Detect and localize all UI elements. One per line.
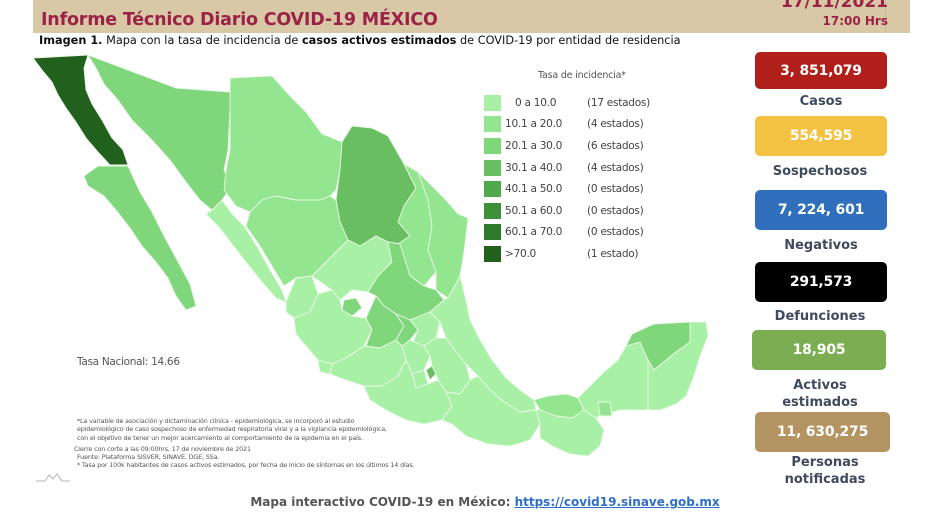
legend-item: 40.1 a 50.0 (0 estados) xyxy=(484,178,650,200)
legend-item: >70.0 (1 estado) xyxy=(484,243,650,265)
interactive-map-footer: Mapa interactivo COVID-19 en México: htt… xyxy=(0,495,940,509)
report-time: 17:00 Hrs xyxy=(822,14,888,28)
stat-casos-value: 3, 851,079 xyxy=(755,52,887,89)
legend-range: 30.1 a 40.0 xyxy=(505,161,563,174)
stat-activos-label-line-2: estimados xyxy=(782,394,858,410)
state-zacatecas xyxy=(311,235,393,301)
stat-activos-value: 18,905 xyxy=(752,330,886,370)
header-divider xyxy=(885,0,886,33)
legend-swatch xyxy=(484,94,501,111)
legend-swatch xyxy=(484,202,501,219)
state-baja-california-sur xyxy=(83,165,197,311)
legend-swatch xyxy=(484,116,501,133)
note-line: epidemiológico de caso sospechoso de enf… xyxy=(77,425,387,434)
sinave-link[interactable]: https://covid19.sinave.gob.mx xyxy=(514,495,720,509)
header-band xyxy=(33,0,910,33)
state-aguascalientes xyxy=(341,297,363,317)
stat-negativos-label: Negativos xyxy=(784,238,858,253)
legend-count: (4 estados) xyxy=(587,118,644,131)
legend-swatch xyxy=(484,137,501,154)
legend-swatch xyxy=(484,224,501,241)
legend-count: (1 estado) xyxy=(587,247,639,260)
report-date: 17/11/2021 xyxy=(780,0,888,12)
legend-range: >70.0 xyxy=(505,247,536,260)
footer-label: Mapa interactivo COVID-19 en México: xyxy=(250,495,515,509)
stat-negativos-value: 7, 224, 601 xyxy=(755,190,887,230)
note-line: Cierre con corte a las 09:00hrs, 17 de n… xyxy=(74,444,251,453)
legend-count: (0 estados) xyxy=(587,183,644,196)
legend-range: 0 a 10.0 xyxy=(515,96,557,109)
stat-personas-label-line-2: notificadas xyxy=(784,471,866,487)
state-chiapas xyxy=(535,409,605,457)
stat-activos-label: Activos estimados xyxy=(740,378,900,411)
legend-swatch xyxy=(484,181,501,198)
caption-text-1: Mapa con la tasa de incidencia de xyxy=(102,34,302,47)
national-rate: Tasa Nacional: 14.66 xyxy=(77,356,180,368)
legend-count: (0 estados) xyxy=(587,226,644,239)
note-line: * Tasa por 100k habitantes de casos acti… xyxy=(77,461,415,470)
stat-personas-label-line-1: Personas xyxy=(791,455,859,470)
stat-casos-label: Casos xyxy=(799,94,843,109)
state-tabasco-east xyxy=(597,401,613,417)
mountain-logo-icon xyxy=(36,473,70,482)
legend-swatch xyxy=(484,159,501,176)
figure-caption: Imagen 1. Mapa con la tasa de incidencia… xyxy=(39,34,681,47)
footnotes: *La variable de asociación y dictaminaci… xyxy=(74,417,415,470)
legend-item: 60.1 a 70.0 (0 estados) xyxy=(484,222,650,244)
state-campeche xyxy=(577,341,649,419)
legend-range: 60.1 a 70.0 xyxy=(505,226,563,239)
legend-range: 10.1 a 20.0 xyxy=(505,118,563,131)
legend-range: 40.1 a 50.0 xyxy=(505,183,563,196)
legend-range: 20.1 a 30.0 xyxy=(505,139,563,152)
legend-count: (4 estados) xyxy=(587,161,644,174)
stat-personas-label: Personas notificadas xyxy=(745,455,905,488)
map-svg xyxy=(32,54,709,457)
state-chihuahua xyxy=(223,75,343,213)
stat-defunciones-label: Defunciones xyxy=(774,309,866,324)
stat-sospechosos-label: Sospechosos xyxy=(772,164,868,179)
legend-item: 30.1 a 40.0 (4 estados) xyxy=(484,157,650,179)
legend-item: 0 a 10.0 (17 estados) xyxy=(484,92,650,114)
legend-swatch xyxy=(484,245,501,262)
caption-text-3: de COVID-19 por entidad de residencia xyxy=(456,34,681,47)
legend-item: 50.1 a 60.0 (0 estados) xyxy=(484,200,650,222)
caption-label: Imagen 1. xyxy=(39,34,103,47)
state-quintana-roo xyxy=(647,321,709,411)
legend-item: 10.1 a 20.0 (4 estados) xyxy=(484,114,650,136)
state-guerrero xyxy=(363,359,453,425)
legend-range: 50.1 a 60.0 xyxy=(505,204,563,217)
stat-personas-value: 11, 630,275 xyxy=(755,412,890,452)
legend-title: Tasa de incidencia* xyxy=(538,70,626,81)
stat-activos-label-line-1: Activos xyxy=(793,378,847,393)
note-line: con el objetivo de tener un mejor acerca… xyxy=(77,433,363,442)
stat-defunciones-value: 291,573 xyxy=(755,262,887,302)
note-line: Fuente: Plataforma SISVER, SINAVE, DGE, … xyxy=(77,453,220,462)
page-title: Informe Técnico Diario COVID-19 MÉXICO xyxy=(41,10,438,30)
legend-item: 20.1 a 30.0 (6 estados) xyxy=(484,135,650,157)
stat-sospechosos-value: 554,595 xyxy=(755,116,887,156)
report-datetime: 17/11/2021 17:00 Hrs xyxy=(781,0,888,27)
legend-count: (6 estados) xyxy=(587,139,644,152)
legend-count: (17 estados) xyxy=(587,96,650,109)
mexico-choropleth-map xyxy=(30,50,730,470)
legend-count: (0 estados) xyxy=(587,204,644,217)
map-legend: Tasa de incidencia* 0 a 10.0 (17 estados… xyxy=(484,70,650,265)
note-line: *La variable de asociación y dictaminaci… xyxy=(77,417,355,425)
caption-emphasis: casos activos estimados xyxy=(301,34,457,47)
state-baja-california xyxy=(32,54,129,166)
